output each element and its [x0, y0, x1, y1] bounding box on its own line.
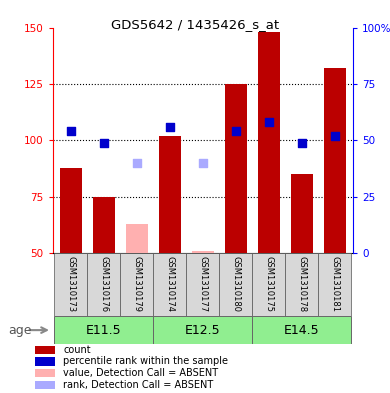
Text: GSM1310173: GSM1310173 — [66, 255, 75, 312]
Text: GSM1310181: GSM1310181 — [330, 256, 339, 312]
Point — [266, 119, 272, 125]
Bar — [186, 253, 219, 316]
Point — [233, 128, 239, 134]
Point — [200, 160, 206, 166]
Point — [299, 140, 305, 146]
Bar — [324, 68, 346, 253]
Text: rank, Detection Call = ABSENT: rank, Detection Call = ABSENT — [64, 380, 214, 390]
Text: GDS5642 / 1435426_s_at: GDS5642 / 1435426_s_at — [111, 18, 279, 31]
Text: GSM1310176: GSM1310176 — [99, 255, 108, 312]
Text: GSM1310174: GSM1310174 — [165, 256, 174, 312]
Text: age: age — [9, 324, 32, 338]
Text: GSM1310177: GSM1310177 — [198, 255, 207, 312]
Text: GSM1310175: GSM1310175 — [264, 256, 273, 312]
Bar — [252, 316, 351, 344]
Text: GSM1310178: GSM1310178 — [297, 255, 306, 312]
Bar — [318, 253, 351, 316]
Bar — [54, 316, 153, 344]
Text: E12.5: E12.5 — [185, 323, 221, 337]
Bar — [126, 224, 147, 253]
Text: E11.5: E11.5 — [86, 323, 122, 337]
Point — [134, 160, 140, 166]
Text: percentile rank within the sample: percentile rank within the sample — [64, 356, 229, 366]
Point — [167, 124, 173, 130]
Bar — [35, 369, 55, 377]
Bar — [225, 84, 246, 253]
Bar — [35, 345, 55, 354]
Bar — [252, 253, 285, 316]
Point — [101, 140, 107, 146]
Bar — [159, 136, 181, 253]
Bar — [153, 253, 186, 316]
Bar — [285, 253, 318, 316]
Text: value, Detection Call = ABSENT: value, Detection Call = ABSENT — [64, 368, 219, 378]
Bar — [60, 167, 82, 253]
Bar — [93, 197, 115, 253]
Point — [68, 128, 74, 134]
Bar — [291, 174, 312, 253]
Bar — [219, 253, 252, 316]
Text: GSM1310179: GSM1310179 — [132, 256, 141, 312]
Text: count: count — [64, 345, 91, 354]
Bar — [192, 251, 214, 253]
Bar — [120, 253, 153, 316]
Bar — [54, 253, 87, 316]
Bar — [35, 381, 55, 389]
Bar — [258, 32, 280, 253]
Point — [332, 133, 338, 139]
Bar — [87, 253, 120, 316]
Bar — [153, 316, 252, 344]
Text: GSM1310180: GSM1310180 — [231, 256, 240, 312]
Text: E14.5: E14.5 — [284, 323, 320, 337]
Bar — [35, 357, 55, 365]
